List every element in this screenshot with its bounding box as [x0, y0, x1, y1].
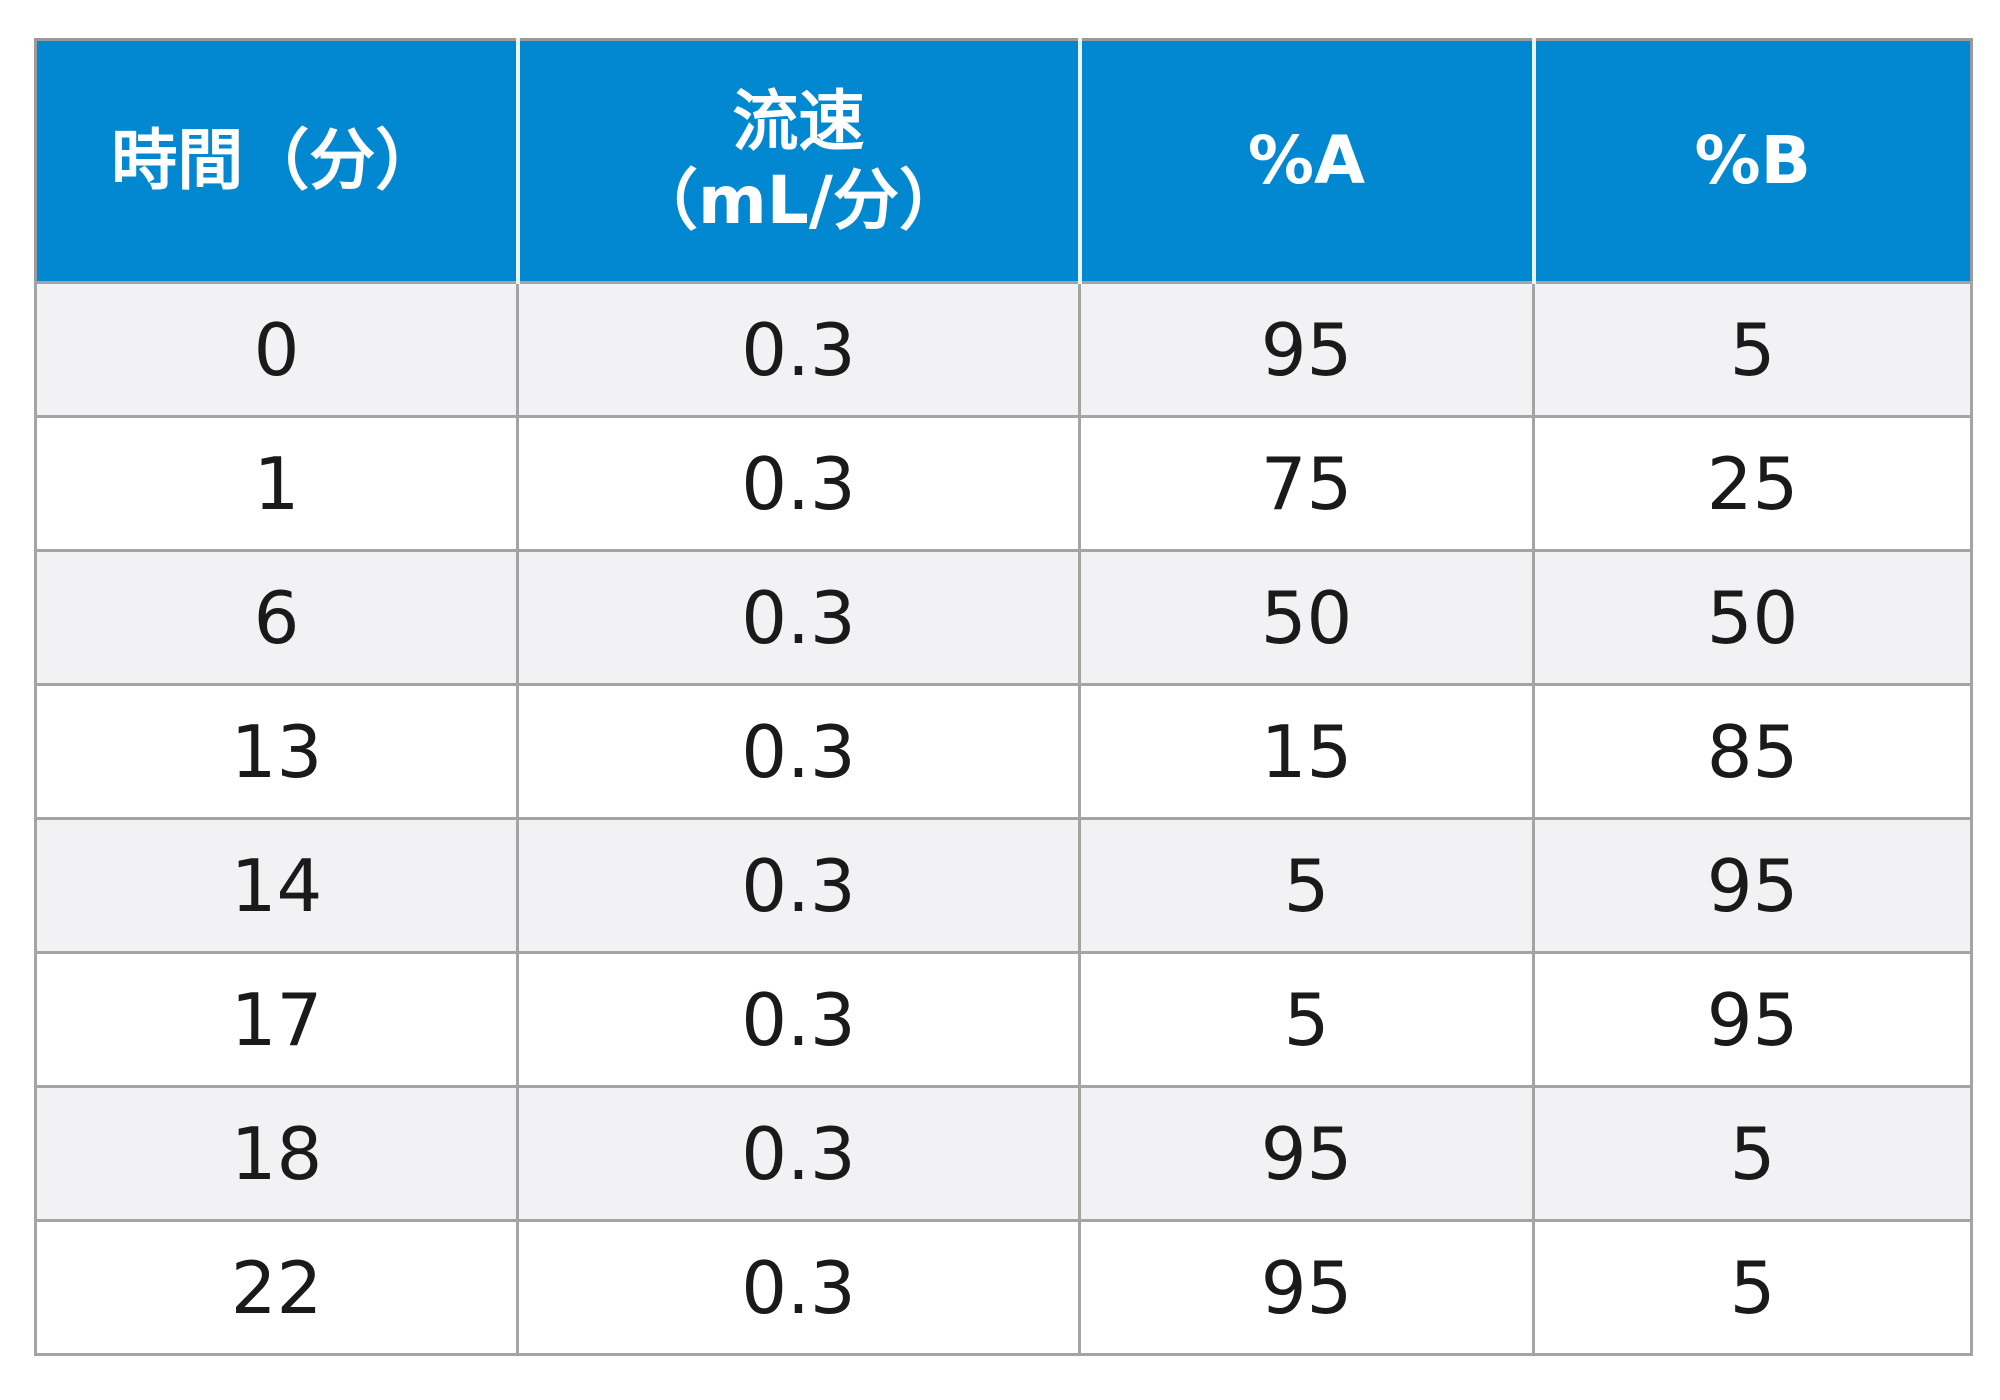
cell-percent-a: 95 — [1078, 1219, 1535, 1356]
cell-percent-a: 75 — [1078, 415, 1535, 552]
cell-time: 18 — [34, 1085, 519, 1222]
cell-percent-b: 85 — [1532, 683, 1973, 820]
header-percent-a: %A — [1077, 39, 1534, 283]
cell-percent-a: 95 — [1078, 281, 1535, 418]
cell-time: 1 — [34, 415, 519, 552]
cell-percent-a: 5 — [1078, 951, 1535, 1088]
cell-percent-b: 5 — [1532, 1219, 1973, 1356]
table-row: 14 0.3 5 95 — [34, 817, 1973, 954]
cell-flow-rate: 0.3 — [516, 549, 1081, 686]
header-time-label: 時間（分） — [111, 122, 442, 200]
cell-time: 17 — [34, 951, 519, 1088]
cell-time: 13 — [34, 683, 519, 820]
header-percent-a-label: %A — [1247, 122, 1366, 200]
cell-time: 14 — [34, 817, 519, 954]
cell-percent-b: 25 — [1532, 415, 1973, 552]
header-row: 時間（分） 流速 （mL/分） %A %B — [35, 39, 1972, 283]
gradient-table-container: 時間（分） 流速 （mL/分） %A %B 0 0.3 95 5 — [34, 38, 1973, 1356]
cell-flow-rate: 0.3 — [516, 817, 1081, 954]
cell-flow-rate: 0.3 — [516, 415, 1081, 552]
cell-flow-rate: 0.3 — [516, 1219, 1081, 1356]
table-row: 13 0.3 15 85 — [34, 683, 1973, 820]
table-row: 0 0.3 95 5 — [34, 281, 1973, 418]
cell-flow-rate: 0.3 — [516, 1085, 1081, 1222]
cell-flow-rate: 0.3 — [516, 683, 1081, 820]
cell-time: 22 — [34, 1219, 519, 1356]
gradient-table: 時間（分） 流速 （mL/分） %A %B 0 0.3 95 5 — [34, 38, 1973, 1356]
table-row: 22 0.3 95 5 — [34, 1219, 1973, 1356]
cell-flow-rate: 0.3 — [516, 281, 1081, 418]
cell-percent-b: 50 — [1532, 549, 1973, 686]
cell-percent-b: 95 — [1532, 951, 1973, 1088]
table-row: 1 0.3 75 25 — [34, 415, 1973, 552]
cell-percent-a: 15 — [1078, 683, 1535, 820]
cell-percent-a: 5 — [1078, 817, 1535, 954]
header-time: 時間（分） — [35, 39, 518, 283]
table-row: 6 0.3 50 50 — [34, 549, 1973, 686]
cell-percent-a: 95 — [1078, 1085, 1535, 1222]
header-flow-rate: 流速 （mL/分） — [515, 39, 1080, 283]
header-flow-rate-label: 流速 — [732, 82, 865, 160]
cell-percent-b: 95 — [1532, 817, 1973, 954]
cell-time: 6 — [34, 549, 519, 686]
header-percent-b: %B — [1531, 39, 1972, 283]
cell-flow-rate: 0.3 — [516, 951, 1081, 1088]
table-header: 時間（分） 流速 （mL/分） %A %B — [35, 39, 1972, 283]
table-row: 18 0.3 95 5 — [34, 1085, 1973, 1222]
cell-time: 0 — [34, 281, 519, 418]
cell-percent-a: 50 — [1078, 549, 1535, 686]
cell-percent-b: 5 — [1532, 1085, 1973, 1222]
table-body: 0 0.3 95 5 1 0.3 75 25 6 0.3 50 50 13 0.… — [34, 281, 1973, 1356]
cell-percent-b: 5 — [1532, 281, 1973, 418]
table-row: 17 0.3 5 95 — [34, 951, 1973, 1088]
header-percent-b-label: %B — [1694, 122, 1811, 200]
header-flow-rate-unit: （mL/分） — [632, 162, 965, 239]
